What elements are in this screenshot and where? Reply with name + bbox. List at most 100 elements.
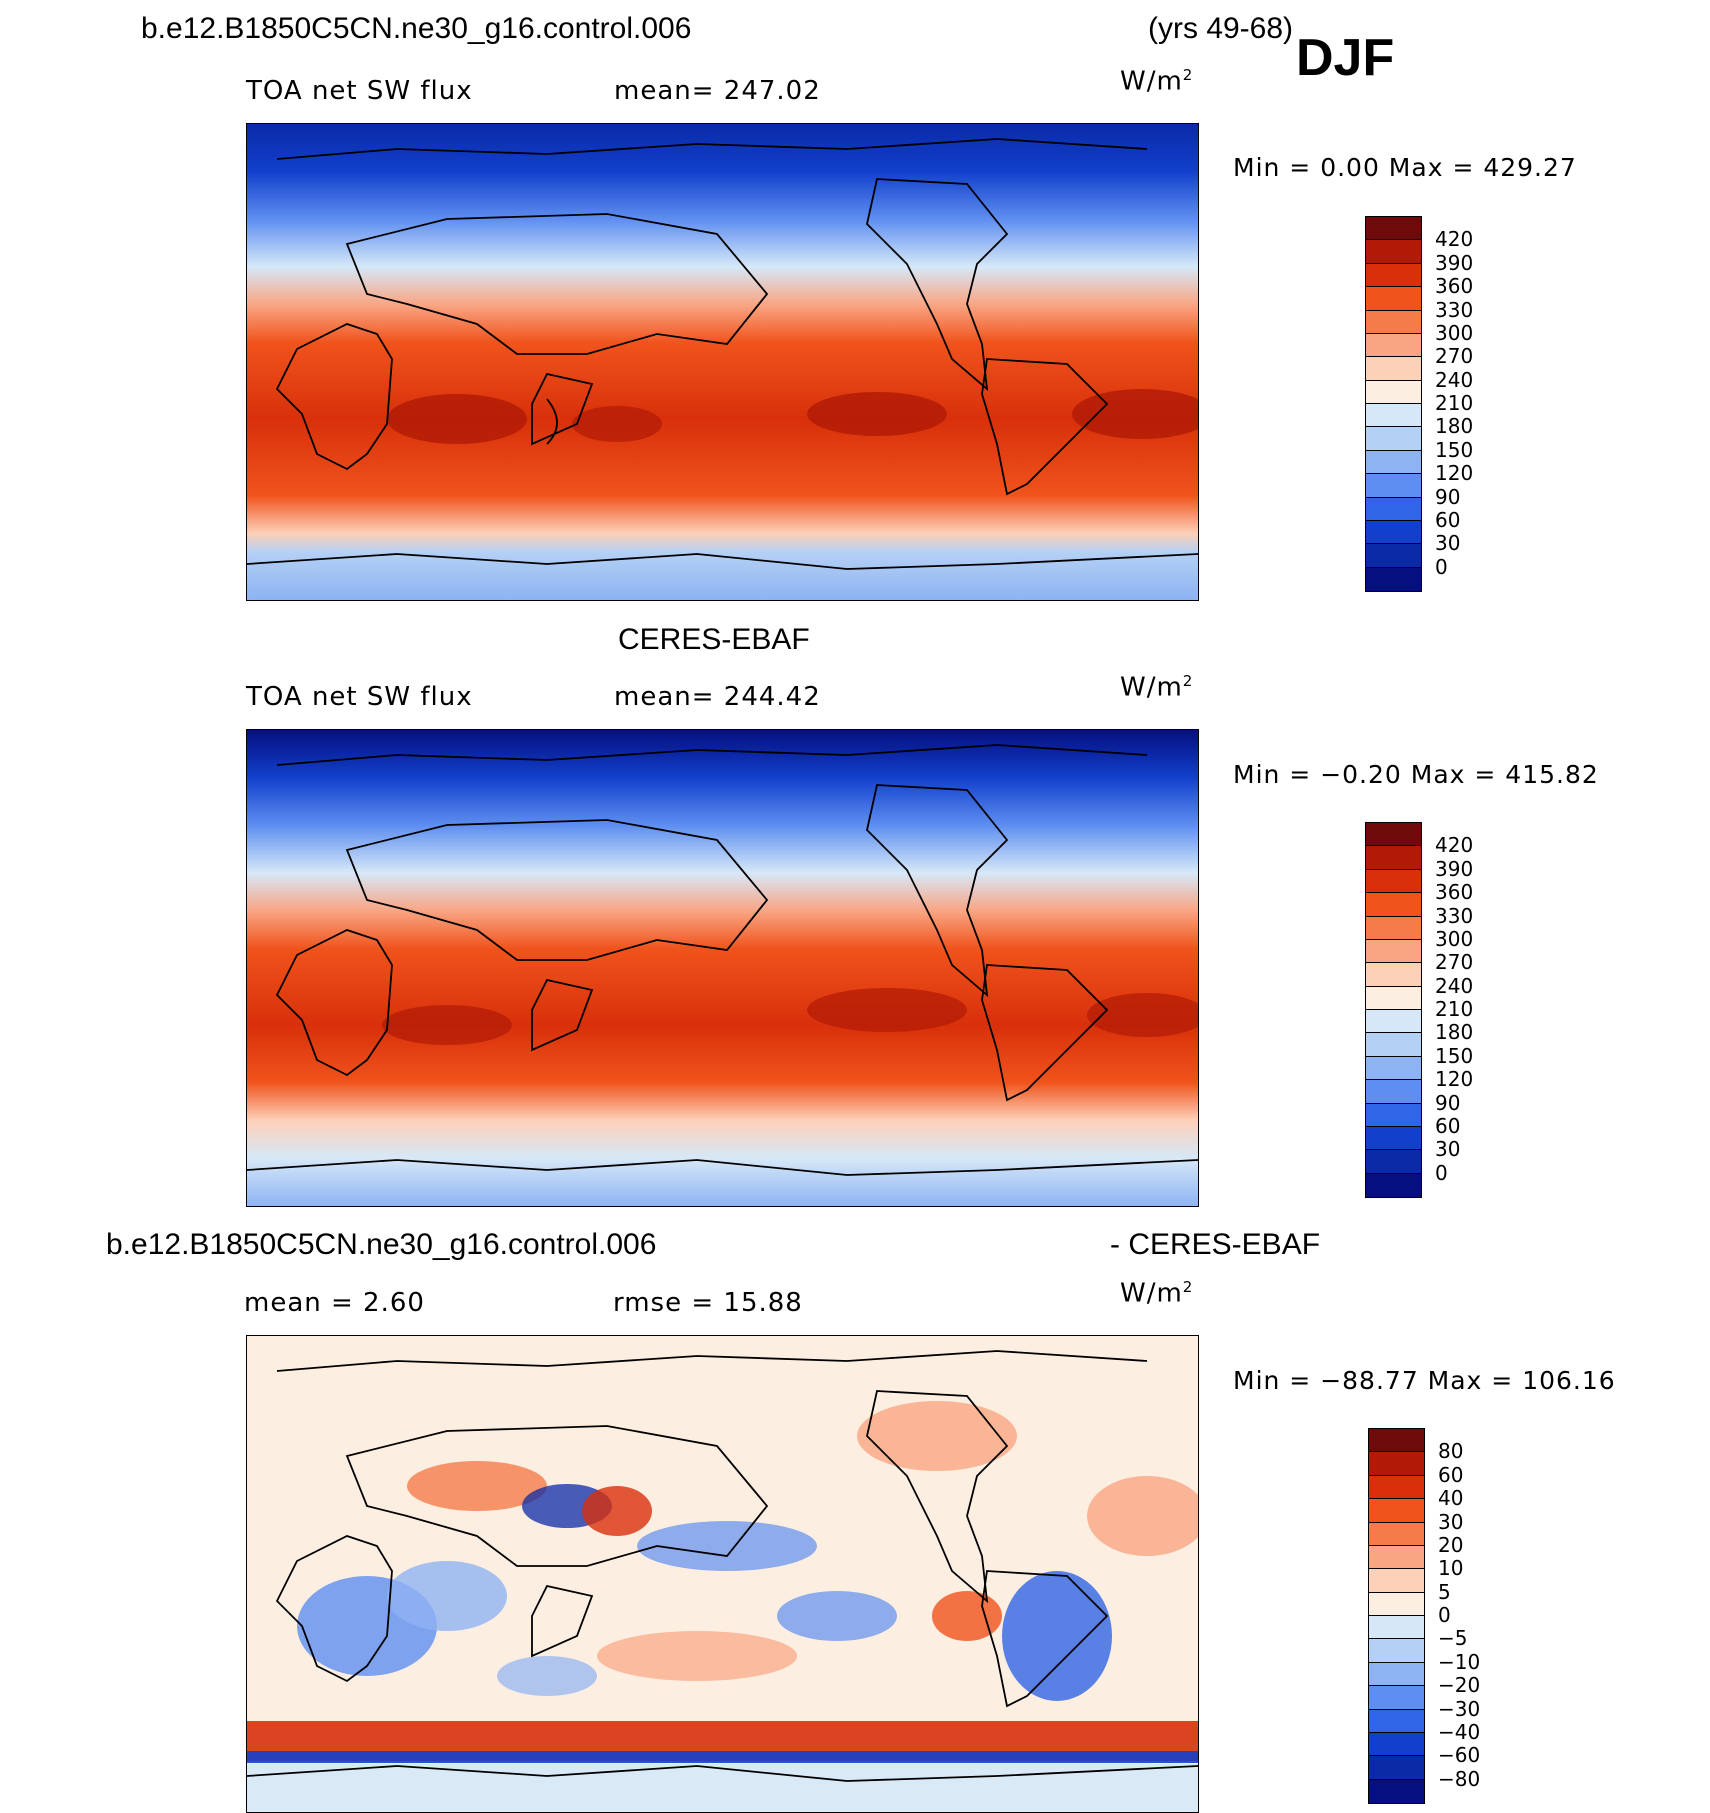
colorbar-swatch bbox=[1366, 1173, 1421, 1197]
colorbar-tick-label: 330 bbox=[1435, 297, 1474, 322]
colorbar-tick-label: 420 bbox=[1435, 833, 1474, 858]
colorbar-tick-label: 360 bbox=[1435, 880, 1474, 905]
mean-label: mean= 247.02 bbox=[614, 76, 821, 106]
obs-map-panel bbox=[246, 729, 1199, 1207]
diff-rmse-label: rmse = 15.88 bbox=[613, 1288, 803, 1318]
colorbar-swatch bbox=[1369, 1686, 1424, 1710]
colorbar-swatch bbox=[1366, 1010, 1421, 1034]
colorbar-tick-label: 330 bbox=[1435, 903, 1474, 928]
colorbar-swatch bbox=[1366, 404, 1421, 428]
colorbar-swatch bbox=[1366, 1056, 1421, 1081]
colorbar-tick-label: −10 bbox=[1438, 1649, 1481, 1674]
colorbar-tick-label: 90 bbox=[1435, 1090, 1461, 1115]
colorbar-swatch bbox=[1366, 217, 1421, 241]
colorbar-swatch bbox=[1366, 823, 1421, 847]
colorbar-swatch bbox=[1366, 380, 1421, 404]
model-flux-map bbox=[247, 124, 1198, 600]
diff-colorbar bbox=[1368, 1428, 1425, 1804]
colorbar-tick-label: 20 bbox=[1438, 1532, 1464, 1557]
colorbar-tick-label: −5 bbox=[1438, 1626, 1468, 1651]
colorbar-swatch bbox=[1366, 520, 1421, 545]
diff-map-panel bbox=[246, 1335, 1199, 1813]
colorbar-tick-label: 240 bbox=[1435, 973, 1474, 998]
colorbar-tick-label: 40 bbox=[1438, 1486, 1464, 1511]
colorbar-swatch bbox=[1366, 287, 1421, 311]
min-max-label: Min = 0.00 Max = 429.27 bbox=[1233, 153, 1577, 182]
colorbar-swatch bbox=[1369, 1639, 1424, 1663]
variable-label: TOA net SW flux bbox=[246, 682, 473, 712]
colorbar-tick-label: 300 bbox=[1435, 320, 1474, 345]
min-max-label: Min = −88.77 Max = 106.16 bbox=[1233, 1366, 1616, 1395]
colorbar-tick-label: 150 bbox=[1435, 437, 1474, 462]
colorbar-swatch bbox=[1366, 986, 1421, 1010]
obs-flux-map bbox=[247, 730, 1198, 1206]
colorbar-swatch bbox=[1366, 333, 1421, 358]
colorbar-swatch bbox=[1366, 916, 1421, 940]
colorbar-swatch bbox=[1366, 1150, 1421, 1174]
colorbar-swatch bbox=[1369, 1732, 1424, 1757]
colorbar-tick-label: 60 bbox=[1435, 1113, 1461, 1138]
diff-flux-map bbox=[247, 1336, 1198, 1812]
colorbar-swatch bbox=[1369, 1452, 1424, 1476]
obs-colorbar bbox=[1365, 822, 1422, 1198]
colorbar-swatch bbox=[1366, 450, 1421, 475]
colorbar-tick-label: 390 bbox=[1435, 250, 1474, 275]
colorbar-swatch bbox=[1369, 1475, 1424, 1500]
colorbar-tick-label: 120 bbox=[1435, 1067, 1474, 1092]
colorbar-swatch bbox=[1366, 869, 1421, 894]
colorbar-swatch bbox=[1366, 846, 1421, 870]
units-label: W/m2 bbox=[1120, 66, 1194, 97]
colorbar-swatch bbox=[1366, 1103, 1421, 1127]
colorbar-swatch bbox=[1369, 1662, 1424, 1687]
model-map-panel bbox=[246, 123, 1199, 601]
colorbar-tick-label: 30 bbox=[1435, 531, 1461, 556]
min-max-label: Min = −0.20 Max = 415.82 bbox=[1233, 760, 1599, 789]
colorbar-swatch bbox=[1369, 1499, 1424, 1523]
colorbar-tick-label: 10 bbox=[1438, 1556, 1464, 1581]
colorbar-tick-label: 390 bbox=[1435, 856, 1474, 881]
colorbar-tick-label: −80 bbox=[1438, 1766, 1481, 1791]
colorbar-swatch bbox=[1366, 963, 1421, 987]
colorbar-swatch bbox=[1369, 1709, 1424, 1733]
diff-title-right: - CERES-EBAF bbox=[1110, 1228, 1321, 1261]
colorbar-tick-label: 210 bbox=[1435, 391, 1474, 415]
colorbar-tick-label: 0 bbox=[1438, 1603, 1451, 1627]
case-title: b.e12.B1850C5CN.ne30_g16.control.006 bbox=[141, 12, 692, 45]
colorbar-tick-label: 30 bbox=[1438, 1509, 1464, 1534]
colorbar-tick-label: 60 bbox=[1438, 1462, 1464, 1487]
colorbar-tick-label: 5 bbox=[1438, 1579, 1451, 1604]
colorbar-swatch bbox=[1369, 1756, 1424, 1780]
colorbar-swatch bbox=[1366, 427, 1421, 451]
colorbar-tick-label: 0 bbox=[1435, 554, 1448, 579]
years-label: (yrs 49-68) bbox=[1148, 12, 1294, 45]
colorbar-swatch bbox=[1366, 310, 1421, 334]
colorbar-tick-label: −30 bbox=[1438, 1696, 1481, 1721]
colorbar-tick-label: 60 bbox=[1435, 507, 1461, 532]
colorbar-swatch bbox=[1369, 1569, 1424, 1593]
colorbar-swatch bbox=[1366, 939, 1421, 964]
colorbar-tick-label: 90 bbox=[1435, 484, 1461, 509]
colorbar-tick-label: −60 bbox=[1438, 1743, 1481, 1768]
colorbar-tick-label: 420 bbox=[1435, 227, 1474, 252]
colorbar-tick-label: 270 bbox=[1435, 344, 1474, 369]
variable-label: TOA net SW flux bbox=[246, 76, 473, 106]
colorbar-tick-label: 180 bbox=[1435, 414, 1474, 439]
colorbar-tick-label: 80 bbox=[1438, 1439, 1464, 1464]
colorbar-tick-label: 240 bbox=[1435, 367, 1474, 392]
colorbar-swatch bbox=[1366, 544, 1421, 568]
units-label: W/m2 bbox=[1120, 1278, 1194, 1309]
units-label: W/m2 bbox=[1120, 672, 1194, 703]
obs-title: CERES-EBAF bbox=[618, 623, 810, 656]
colorbar-swatch bbox=[1366, 567, 1421, 591]
diff-title-left: b.e12.B1850C5CN.ne30_g16.control.006 bbox=[106, 1228, 657, 1261]
colorbar-tick-label: 300 bbox=[1435, 926, 1474, 951]
colorbar-swatch bbox=[1366, 893, 1421, 917]
colorbar-swatch bbox=[1369, 1616, 1424, 1640]
season-label: DJF bbox=[1296, 29, 1395, 87]
colorbar-tick-label: 0 bbox=[1435, 1160, 1448, 1185]
colorbar-swatch bbox=[1366, 1033, 1421, 1057]
colorbar-swatch bbox=[1369, 1545, 1424, 1570]
colorbar-swatch bbox=[1369, 1779, 1424, 1803]
colorbar-swatch bbox=[1366, 263, 1421, 288]
colorbar-swatch bbox=[1366, 1126, 1421, 1151]
